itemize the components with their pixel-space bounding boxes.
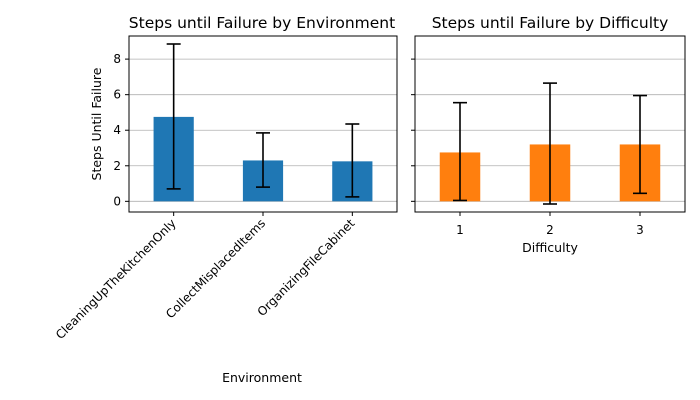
environment-y-tick-label: 2 [113, 159, 121, 173]
environment-y-tick-label: 8 [113, 52, 121, 66]
environment-y-tick-label: 0 [113, 194, 121, 208]
difficulty-x-tick-label: 1 [456, 223, 464, 237]
difficulty-chart-title: Steps until Failure by Difficulty [432, 14, 669, 32]
difficulty-x-tick-label: 2 [546, 223, 554, 237]
difficulty-chart-panel: Steps until Failure by Difficulty 1 2 3 Di… [411, 14, 686, 255]
difficulty-x-tick-label: 3 [636, 223, 644, 237]
environment-chart-title: Steps until Failure by Environment [129, 14, 395, 32]
environment-x-tick-label: OrganizingFileCabinet [255, 216, 358, 319]
environment-x-axis-label: Environment [222, 370, 302, 385]
difficulty-x-axis-label: Difficulty [522, 240, 578, 255]
environment-y-tick-label: 4 [113, 123, 121, 137]
environment-y-tick-label: 6 [113, 88, 121, 102]
environment-y-axis-label: Steps Until Failure [89, 67, 104, 180]
environment-x-tick-label: CleaningUpTheKitchenOnly [53, 216, 179, 342]
environment-x-tick-label: CollectMisplacedItems [163, 216, 268, 321]
environment-chart-panel: Steps until Failure by Environment 0 2 4 6 8… [53, 14, 398, 385]
